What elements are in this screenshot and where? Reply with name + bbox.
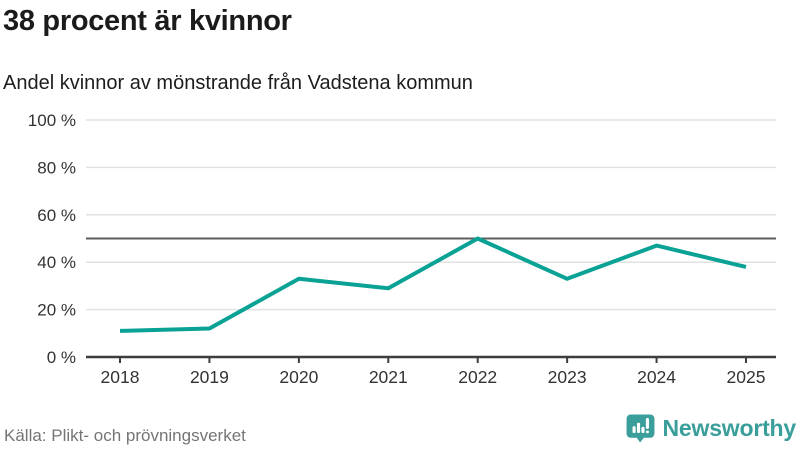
chart-subtitle: Andel kvinnor av mönstrande från Vadsten… <box>3 72 473 94</box>
newsworthy-bubble-chart-icon <box>626 414 654 443</box>
x-axis-label: 2022 <box>458 367 497 387</box>
y-axis-label: 40 % <box>37 253 76 272</box>
logo-bar-2 <box>636 422 640 434</box>
x-axis-label: 2019 <box>190 367 229 387</box>
y-axis-label: 0 % <box>47 348 76 367</box>
y-axis-label: 20 % <box>37 301 76 320</box>
x-axis-label: 2023 <box>548 367 587 387</box>
x-axis-label: 2024 <box>637 367 676 387</box>
logo-bubble-shape <box>626 414 654 443</box>
x-axis-label: 2020 <box>279 367 318 387</box>
logo-bar-1 <box>632 426 636 434</box>
line-chart: 0 % 20 % 40 % 60 % 80 % 100 % 2018 2019 2020 2021… <box>28 111 776 387</box>
y-axis-label: 100 % <box>28 111 76 130</box>
data-line-Andel kvinnor av mönstrande <box>119 236 747 333</box>
newsworthy-logo-text: Newsworthy <box>662 415 797 441</box>
y-axis-label: 80 % <box>37 158 76 177</box>
logo-exclamation-dot <box>645 430 649 434</box>
x-axis-label: 2021 <box>369 367 408 387</box>
chart-title: 38 procent är kvinnor <box>3 5 292 37</box>
logo-bar-3 <box>640 426 645 434</box>
source-note: Källa: Plikt- och prövningsverket <box>4 426 246 445</box>
x-axis-label: 2025 <box>727 367 766 387</box>
logo-exclamation-bar <box>645 417 649 429</box>
newsworthy-logo: Newsworthy <box>625 413 796 444</box>
x-axis-label: 2018 <box>101 367 140 387</box>
y-axis-label: 60 % <box>37 206 76 225</box>
